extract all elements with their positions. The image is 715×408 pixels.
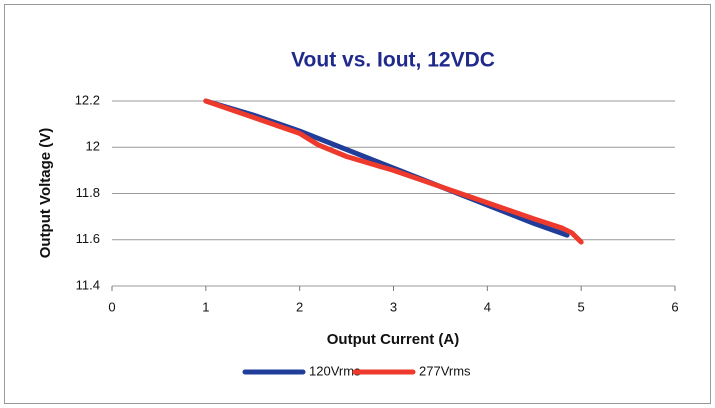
x-tick-label: 3 [390,299,397,314]
x-tick-label: 1 [202,299,209,314]
y-tick-label: 11.8 [76,185,100,200]
chart-title: Vout vs. Iout, 12VDC [291,49,495,72]
x-tick-label: 5 [578,299,585,314]
y-tick-label: 12.2 [75,92,100,107]
x-tick-label: 6 [671,299,678,314]
legend-label: 277Vrms [419,363,471,378]
y-axis-label: Output Voltage (V) [37,128,54,259]
y-tick-label: 11.4 [76,277,100,292]
y-tick-label: 11.6 [76,231,100,246]
x-tick-label: 2 [296,299,303,314]
legend-label: 120Vrms [309,363,361,378]
chart-frame [4,4,711,404]
x-tick-label: 4 [484,299,491,314]
data-line [203,98,584,245]
x-axis-label: Output Current (A) [327,331,459,348]
y-tick-label: 12 [86,139,100,154]
x-tick-label: 0 [108,299,115,314]
